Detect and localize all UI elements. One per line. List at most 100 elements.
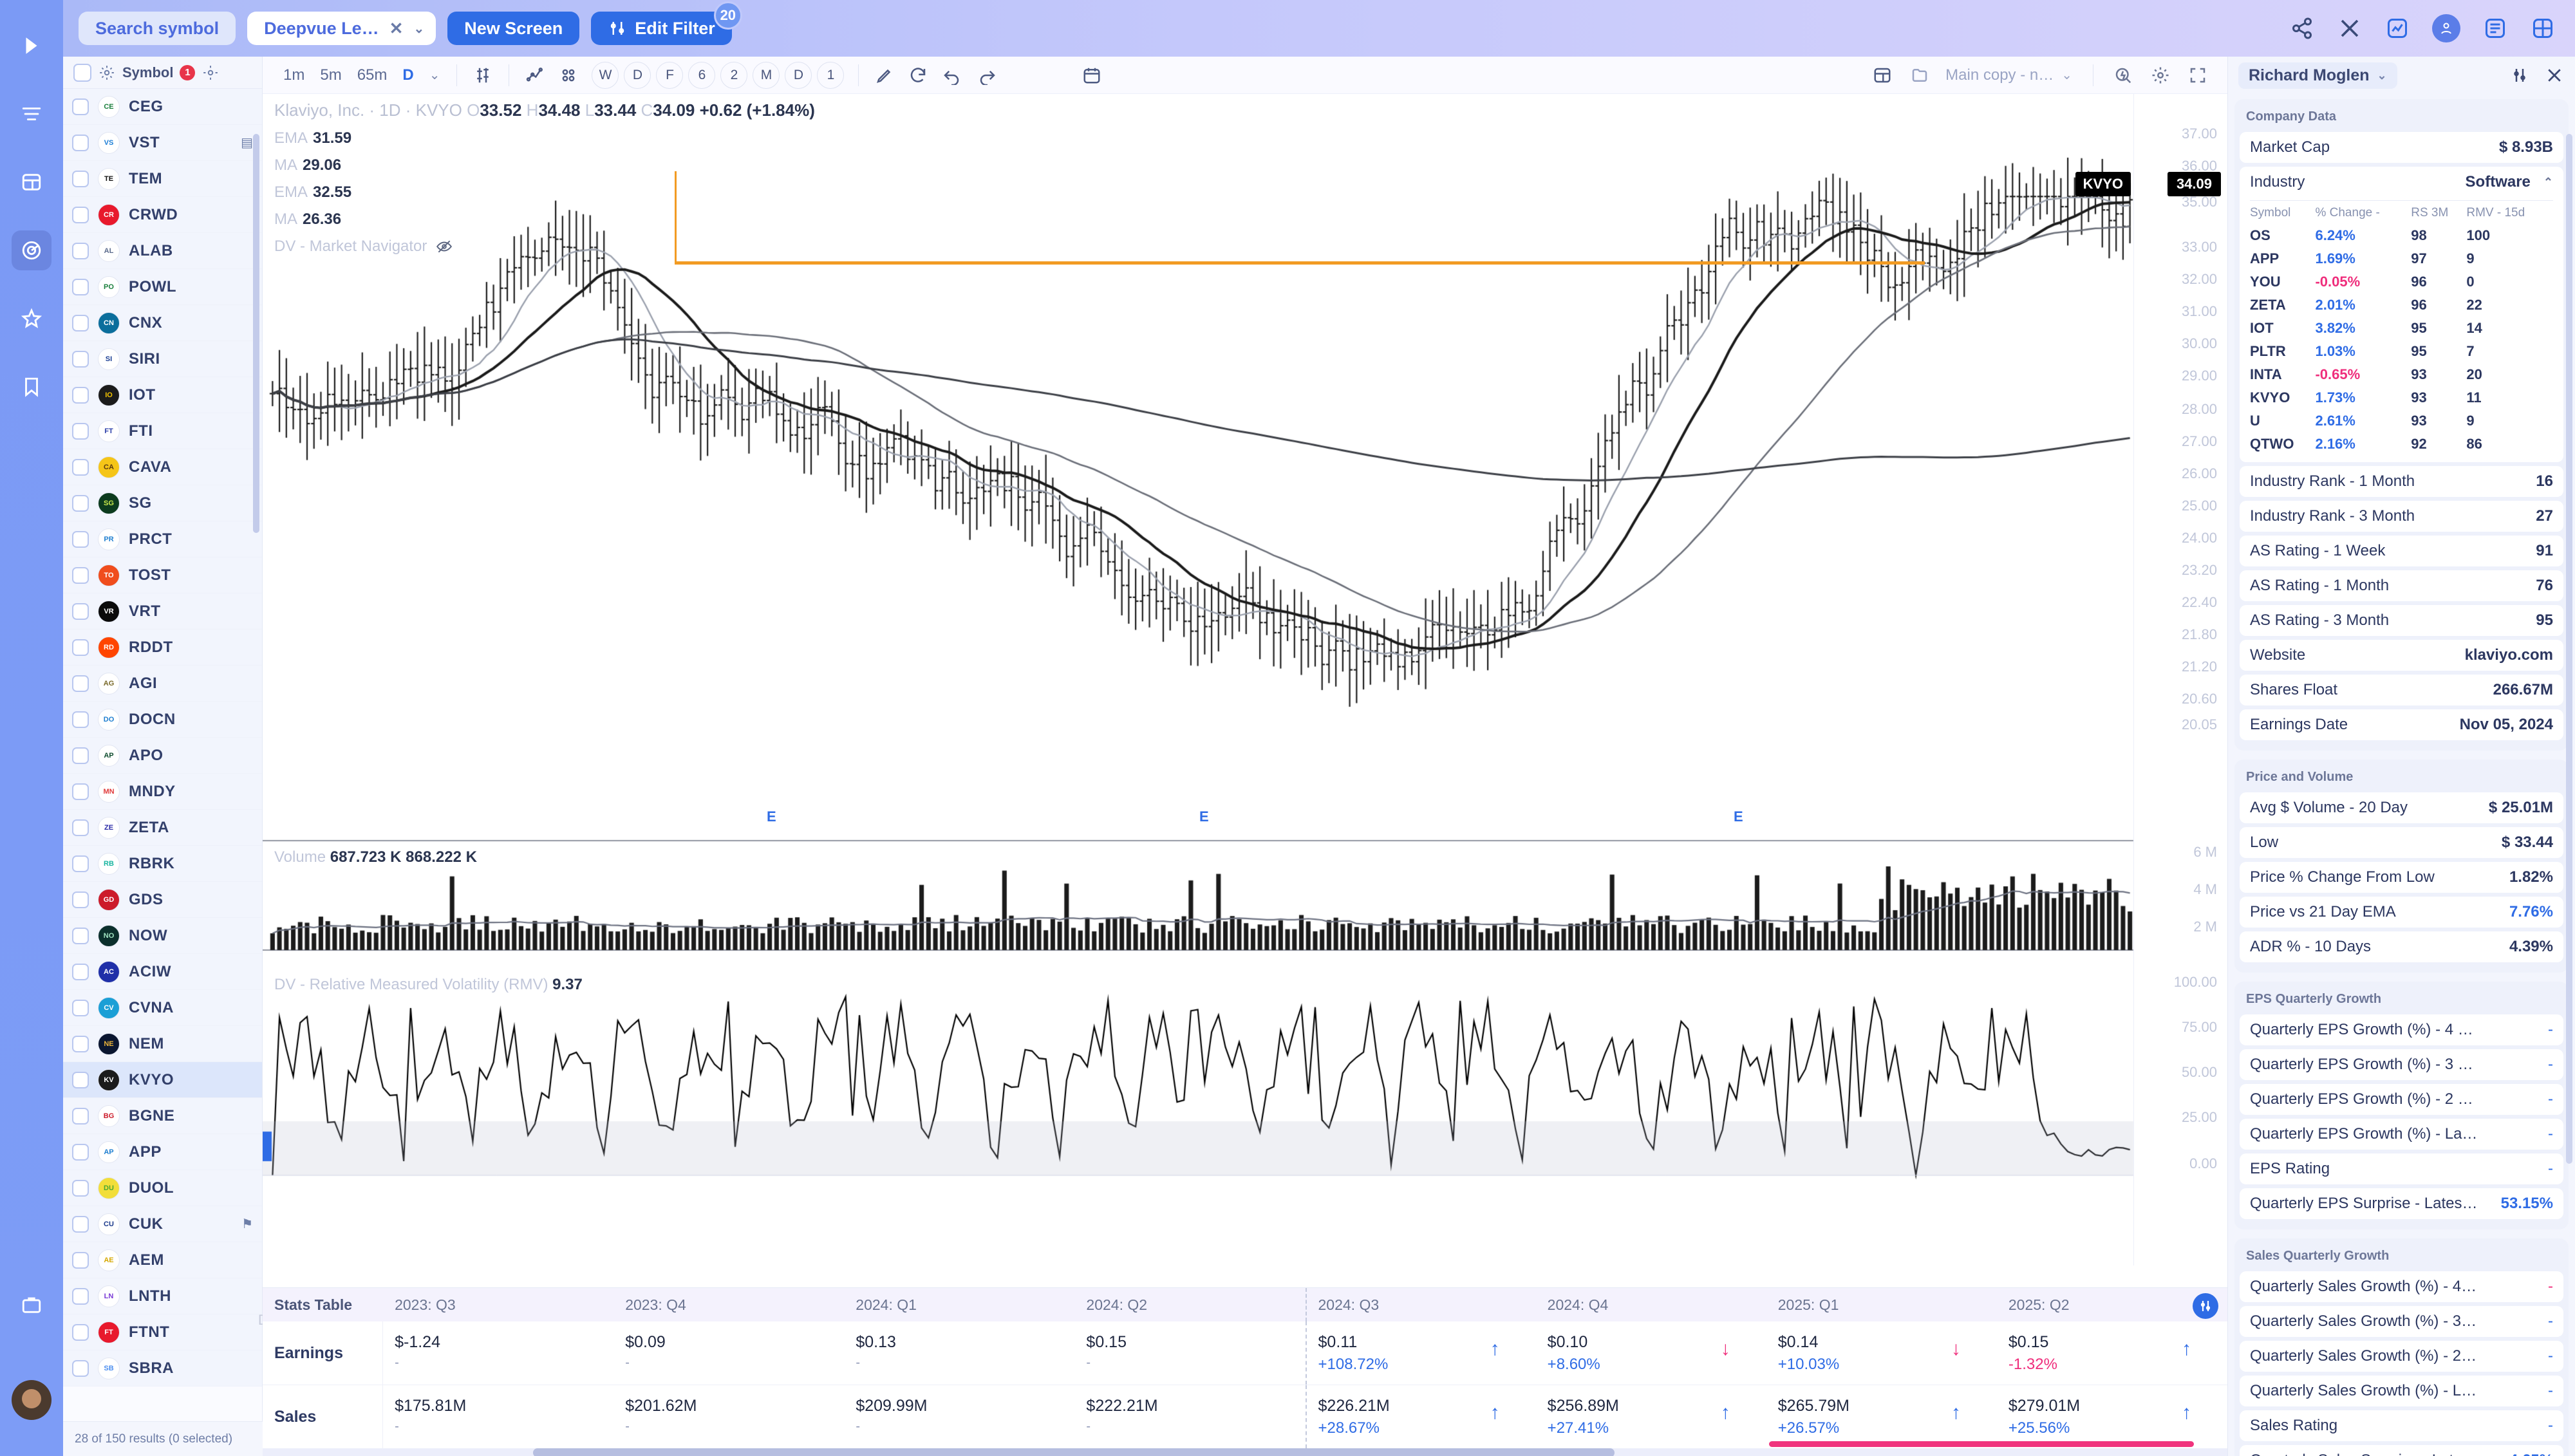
detail-row[interactable]: Quarterly EPS Growth (%) - 4 … - [2240,1014,2563,1045]
row-checkbox[interactable] [72,1071,89,1088]
detail-row[interactable]: Quarterly EPS Surprise - Lates… 53.15% [2240,1188,2563,1219]
quick-button-2[interactable]: F [656,61,684,89]
list-item[interactable]: SG SG [63,485,262,521]
row-checkbox[interactable] [72,206,89,223]
list-item[interactable]: CE CEG [63,89,262,125]
timeframe-5m[interactable]: 5m [320,66,342,84]
row-checkbox[interactable] [72,1323,89,1341]
flag-icon[interactable]: ⚑ [241,1217,253,1231]
list-item[interactable]: AE AEM [63,1242,262,1278]
list-item[interactable]: NE NEM [63,1026,262,1062]
chart-plot[interactable]: Klaviyo, Inc. · 1D · KVYO O33.52 H34.48 … [258,94,2227,1385]
grid-view-icon[interactable] [2530,15,2556,41]
row-checkbox[interactable] [72,386,89,404]
table-row[interactable]: KVYO 1.73% 93 11 [2250,386,2553,409]
price-axis[interactable]: 37.00 36.00 35.00 33.00 32.00 31.00 30.00 29.00… [2075,94,2227,1265]
fullscreen-icon[interactable] [2181,62,2214,88]
row-checkbox[interactable] [72,1179,89,1197]
settings-gear-icon[interactable] [98,64,116,82]
resistance-line[interactable] [675,171,1925,265]
list-item[interactable]: SI SIRI [63,341,262,377]
refresh-icon[interactable] [901,62,935,88]
detail-row[interactable]: Industry Rank - 1 Month 16 [2240,466,2563,497]
row-checkbox[interactable] [72,819,89,836]
row-checkbox[interactable] [72,927,89,944]
row-checkbox[interactable] [72,1143,89,1161]
detail-row[interactable]: Avg $ Volume - 20 Day $ 25.01M [2240,792,2563,823]
chart-icon[interactable] [2384,15,2410,41]
list-item[interactable]: LN LNTH [63,1278,262,1314]
list-item[interactable]: SB SBRA [63,1350,262,1386]
row-checkbox[interactable] [72,783,89,800]
detail-row[interactable]: AS Rating - 3 Month 95 [2240,605,2563,636]
row-checkbox[interactable] [72,1287,89,1305]
list-item[interactable]: VR VRT [63,593,262,630]
detail-row[interactable]: EPS Rating - [2240,1153,2563,1184]
row-checkbox[interactable] [72,855,89,872]
timeframe-daily[interactable]: D [402,66,414,84]
sidebar-item-tables[interactable] [12,162,52,202]
table-row[interactable]: APP 1.69% 97 9 [2250,247,2553,270]
column-settings-icon[interactable] [201,64,220,82]
search-symbol-button[interactable]: Search symbol [79,12,236,45]
chevron-down-icon[interactable]: ⌄ [429,68,440,82]
detail-row[interactable]: AS Rating - 1 Month 76 [2240,570,2563,601]
list-item[interactable]: MN MNDY [63,774,262,810]
list-item[interactable]: IO IOT [63,377,262,413]
avatar[interactable] [12,1380,52,1420]
table-row[interactable]: U 2.61% 93 9 [2250,409,2553,433]
row-checkbox[interactable] [72,891,89,908]
list-item[interactable]: PR PRCT [63,521,262,557]
x-social-icon[interactable] [2337,15,2363,41]
list-item[interactable]: CN CNX [63,305,262,341]
list-item[interactable]: BG BGNE [63,1098,262,1134]
row-checkbox[interactable] [72,963,89,980]
list-item[interactable]: RD RDDT [63,630,262,666]
timeframe-65m[interactable]: 65m [357,66,388,84]
list-item[interactable]: AP APP [63,1134,262,1170]
layouts-icon[interactable] [552,62,585,88]
list-item[interactable]: PO POWL [63,269,262,305]
indicator-row-1[interactable]: MA 29.06 [274,156,815,174]
list-item[interactable]: AC ACIW [63,954,262,990]
row-checkbox[interactable] [72,494,89,512]
row-checkbox[interactable] [72,1035,89,1052]
detail-row[interactable]: Quarterly Sales Growth (%) - L… - [2240,1376,2563,1406]
indicator-row-0[interactable]: EMA 31.59 [274,129,815,147]
layout-split-icon[interactable] [1866,62,1899,88]
stats-hscrollbar[interactable] [263,1448,2227,1456]
row-checkbox[interactable] [72,675,89,692]
table-row[interactable]: INTA -0.65% 93 20 [2250,363,2553,386]
detail-row[interactable]: AS Rating - 1 Week 91 [2240,536,2563,566]
column-header[interactable]: RS 3M [2411,206,2449,219]
column-header[interactable]: % Change - [2315,206,2380,219]
list-item[interactable]: GD GDS [63,882,262,918]
detail-row[interactable]: Quarterly Sales Growth (%) - 2… - [2240,1341,2563,1372]
list-item[interactable]: CR CRWD [63,197,262,233]
table-row[interactable]: OS 6.24% 98 100 [2250,224,2553,247]
edit-filter-button[interactable]: Edit Filter 20 [591,1,742,45]
list-item[interactable]: DO DOCN [63,702,262,738]
detail-row[interactable]: Shares Float 266.67M [2240,675,2563,705]
industry-row[interactable]: Industry Software ⌃ [2250,167,2553,198]
chevron-up-icon[interactable]: ⌃ [2543,175,2553,189]
detail-row[interactable]: ADR % - 10 Days 4.39% [2240,931,2563,962]
row-checkbox[interactable] [72,602,89,620]
candle-type-icon[interactable] [466,62,500,88]
row-checkbox[interactable] [72,278,89,295]
list-view-icon[interactable] [2482,15,2508,41]
detail-row[interactable]: Quarterly Sales Growth (%) - 3… - [2240,1306,2563,1337]
earnings-marker-2[interactable]: E [1734,808,1743,825]
panel-settings-icon[interactable] [2509,65,2530,86]
list-item[interactable]: NO NOW [63,918,262,954]
list-item[interactable]: KV KVYO [63,1062,262,1098]
detail-row[interactable]: Low $ 33.44 [2240,827,2563,858]
calendar-icon[interactable] [1075,62,1109,88]
detail-row[interactable]: Price % Change From Low 1.82% [2240,862,2563,893]
quick-button-0[interactable]: W [592,61,619,89]
new-screen-button[interactable]: New Screen [447,12,580,45]
select-all-checkbox[interactable] [73,63,91,82]
indicator-row-2[interactable]: EMA 32.55 [274,183,815,201]
list-item[interactable]: VS VST ▤ [63,125,262,161]
